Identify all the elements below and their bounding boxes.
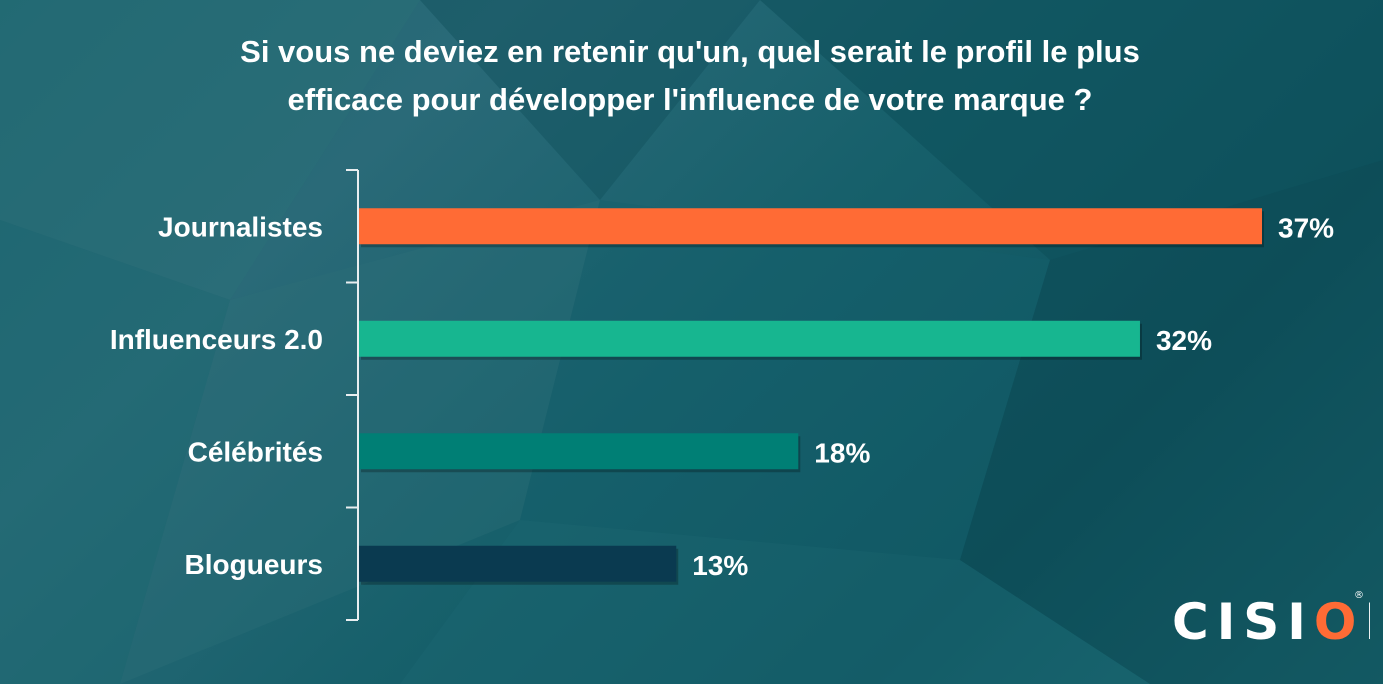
bars — [359, 208, 1264, 585]
logo-registered-mark: ® — [1354, 590, 1364, 601]
category-axis — [346, 169, 359, 621]
logo-text-left: CISI — [1172, 593, 1314, 651]
bar-3 — [359, 545, 677, 582]
logo-text-right: N — [1364, 593, 1370, 651]
labels: Journalistes 37% Influenceurs 2.0 32% Célébr… — [110, 211, 1334, 581]
category-label: Journalistes — [158, 211, 323, 242]
category-label: Influenceurs 2.0 — [110, 324, 323, 355]
svg-text:CISION: CISION — [1172, 593, 1370, 651]
value-label: 37% — [1278, 212, 1334, 243]
bar-1 — [359, 320, 1140, 357]
value-label: 32% — [1156, 325, 1212, 356]
category-label: Célébrités — [188, 436, 323, 467]
value-label: 18% — [814, 437, 870, 468]
bar-2 — [359, 433, 799, 470]
bar-0 — [359, 208, 1262, 245]
chart-title-line-1: Si vous ne deviez en retenir qu'un, quel… — [240, 34, 1140, 69]
value-label: 13% — [692, 550, 748, 581]
cision-logo: CISION ® — [1172, 590, 1370, 651]
chart-title-line-2: efficace pour développer l'influence de … — [287, 82, 1093, 117]
category-label: Blogueurs — [185, 549, 323, 580]
logo-text-o: O — [1314, 593, 1365, 651]
chart-title: Si vous ne deviez en retenir qu'un, quel… — [100, 28, 1280, 124]
